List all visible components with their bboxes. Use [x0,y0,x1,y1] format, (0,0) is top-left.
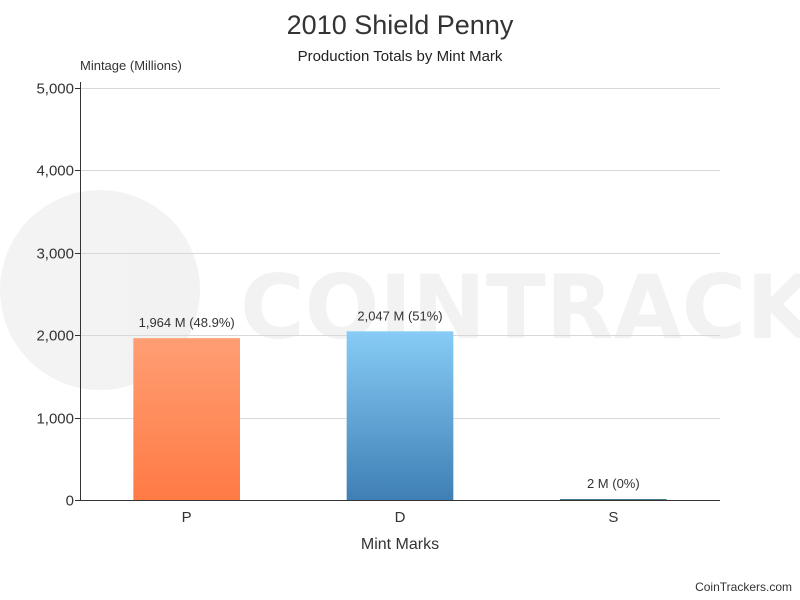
x-tick-label: D [395,509,406,526]
data-label: 2,047 M (51%) [357,308,442,323]
bar-s[interactable] [560,499,667,500]
y-tick-label: 3,000 [36,246,74,263]
chart-title: 2010 Shield Penny [286,10,514,40]
y-tick-label: 2,000 [36,328,74,345]
data-label: 1,964 M (48.9%) [139,315,235,330]
data-label: 2 M (0%) [587,476,640,491]
chart-subtitle: Production Totals by Mint Mark [297,48,503,65]
bars: 1,964 M (48.9%) 2,047 M (51%) 2 M (0%) [133,308,667,500]
x-tick-label: S [608,509,618,526]
watermark: COINTRACKERS [0,190,800,390]
x-tick-label: P [182,509,192,526]
y-tick-label: 5,000 [36,81,74,98]
y-tick-label: 1,000 [36,411,74,428]
y-tick-label: 0 [66,493,74,510]
watermark-text: COINTRACKERS [240,256,800,359]
x-axis-label: Mint Marks [360,536,440,553]
y-axis-label: Mintage (Millions) [80,58,182,73]
y-axis-ticks: 0 1,000 2,000 3,000 4,000 5,000 [36,81,80,510]
credit-link[interactable]: CoinTrackers.com [695,580,792,594]
bar-p[interactable] [133,338,240,500]
bar-d[interactable] [346,331,454,500]
y-tick-label: 4,000 [36,163,74,180]
